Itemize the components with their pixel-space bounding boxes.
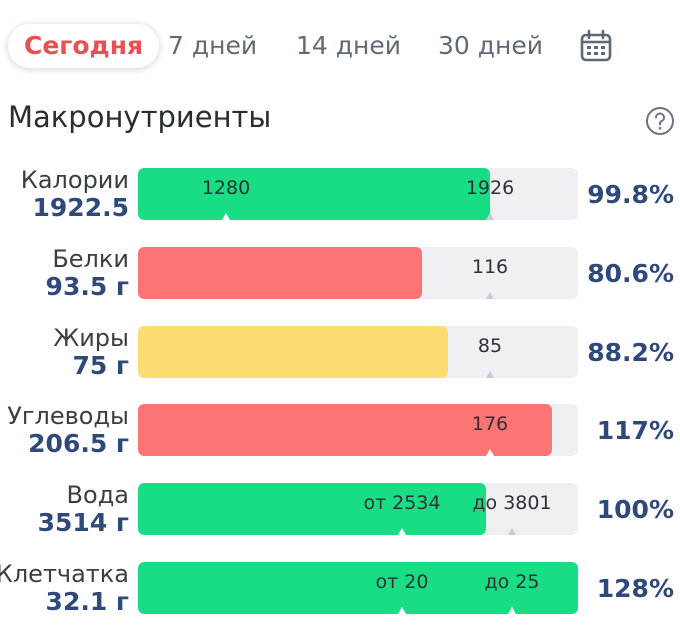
nutrient-name: Вода <box>66 481 129 509</box>
target-marker-tick-icon <box>486 213 494 220</box>
progress-track: 116 <box>138 247 578 299</box>
target-marker-label: 85 <box>477 335 503 357</box>
nutrient-row[interactable]: Вода 3514 г от 2534 до 3801 100% <box>0 481 680 537</box>
nutrient-amount: 32.1 г <box>45 587 129 616</box>
nutrient-percent: 117% <box>596 416 674 445</box>
nutrient-name: Углеводы <box>7 402 129 430</box>
nutrient-row[interactable]: Калории 1922.5 1280 1926 99.8% <box>0 166 680 222</box>
progress-track: от 20 до 25 <box>138 562 578 614</box>
progress-track: 176 <box>138 404 578 456</box>
nutrient-percent: 88.2% <box>587 338 674 367</box>
target-marker-label: 1280 <box>201 177 251 199</box>
period-tabs: Сегодня 7 дней 14 дней 30 дней <box>0 0 680 90</box>
nutrient-name: Калории <box>20 166 129 194</box>
target-marker-tick-icon <box>222 213 230 220</box>
target-marker-label: от 20 <box>375 571 429 593</box>
progress-fill <box>138 247 422 299</box>
progress-fill <box>138 562 578 614</box>
target-marker-tick-icon <box>486 449 494 456</box>
nutrient-amount: 206.5 г <box>28 429 129 458</box>
tab-today[interactable]: Сегодня <box>8 24 160 68</box>
nutrient-amount: 1922.5 <box>32 193 129 222</box>
nutrient-row[interactable]: Жиры 75 г 85 88.2% <box>0 324 680 380</box>
nutrient-name: Клетчатка <box>0 560 129 588</box>
progress-fill <box>138 483 486 535</box>
target-marker-label: от 2534 <box>363 492 441 514</box>
progress-fill <box>138 326 449 378</box>
nutrient-row[interactable]: Клетчатка 32.1 г от 20 до 25 128% <box>0 560 680 616</box>
tab-30-days[interactable]: 30 дней <box>438 31 544 60</box>
tab-14-days[interactable]: 14 дней <box>296 31 402 60</box>
target-marker-tick-icon <box>508 528 516 535</box>
progress-track: от 2534 до 3801 <box>138 483 578 535</box>
nutrient-amount: 3514 г <box>37 508 129 537</box>
target-marker-tick-icon <box>398 607 406 614</box>
nutrient-percent: 99.8% <box>587 180 674 209</box>
target-marker-label: 176 <box>471 413 509 435</box>
target-marker-tick-icon <box>486 292 494 299</box>
target-marker-label: 1926 <box>465 177 515 199</box>
progress-fill <box>138 404 552 456</box>
target-marker-tick-icon <box>398 528 406 535</box>
nutrient-row[interactable]: Углеводы 206.5 г 176 117% <box>0 402 680 458</box>
target-marker-tick-icon <box>508 607 516 614</box>
nutrient-percent: 100% <box>596 495 674 524</box>
progress-track: 85 <box>138 326 578 378</box>
nutrient-percent: 80.6% <box>587 259 674 288</box>
progress-track: 1280 1926 <box>138 168 578 220</box>
calendar-icon[interactable] <box>578 28 614 64</box>
tab-7-days[interactable]: 7 дней <box>168 31 258 60</box>
section-title: Макронутриенты <box>8 100 272 134</box>
target-marker-label: до 25 <box>484 571 540 593</box>
nutrient-amount: 93.5 г <box>45 272 129 301</box>
nutrient-amount: 75 г <box>72 351 129 380</box>
progress-fill <box>138 168 490 220</box>
target-marker-label: 116 <box>471 256 509 278</box>
nutrient-row[interactable]: Белки 93.5 г 116 80.6% <box>0 245 680 301</box>
target-marker-label: до 3801 <box>472 492 552 514</box>
nutrient-name: Жиры <box>53 324 129 352</box>
nutrient-name: Белки <box>52 245 129 273</box>
target-marker-tick-icon <box>486 371 494 378</box>
help-circle-icon[interactable] <box>645 106 675 136</box>
nutrient-percent: 128% <box>596 574 674 603</box>
